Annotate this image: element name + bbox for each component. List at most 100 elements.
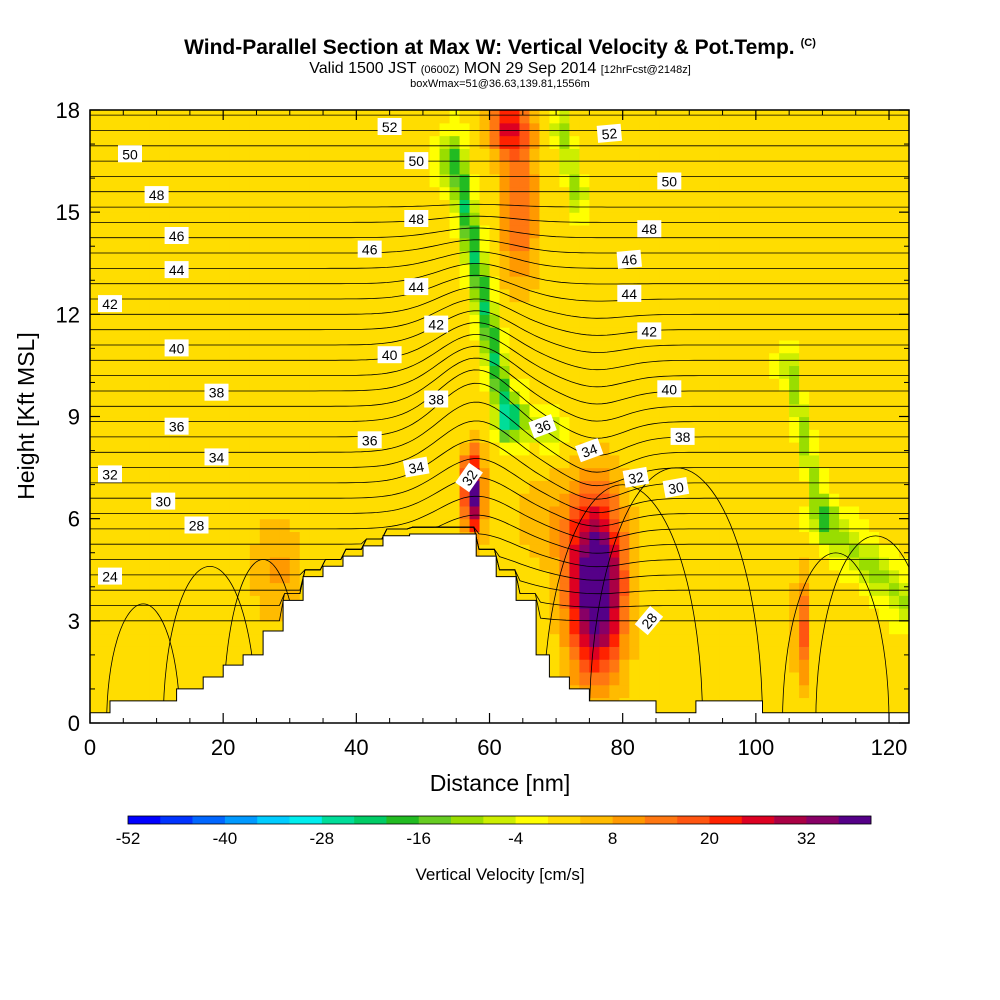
velocity-cell [549, 110, 561, 124]
velocity-cell [859, 148, 870, 162]
velocity-cell [789, 531, 800, 545]
velocity-cell [859, 569, 870, 584]
velocity-cell [289, 250, 301, 264]
velocity-cell [509, 186, 521, 200]
velocity-cell [569, 620, 580, 635]
velocity-cell [399, 250, 411, 264]
velocity-cell [729, 569, 740, 584]
velocity-cell [479, 365, 491, 379]
velocity-cell [519, 352, 531, 367]
velocity-cell [229, 429, 241, 443]
velocity-cell [139, 148, 151, 162]
velocity-cell [389, 505, 401, 520]
velocity-cell [899, 390, 909, 405]
velocity-cell [499, 276, 511, 290]
velocity-cell [749, 390, 760, 405]
velocity-cell [639, 390, 650, 405]
velocity-cell [159, 288, 171, 303]
velocity-cell [749, 633, 760, 647]
velocity-cell [159, 659, 171, 673]
velocity-cell [309, 352, 321, 367]
velocity-cell [509, 314, 521, 328]
velocity-cell [319, 544, 331, 558]
velocity-cell [829, 556, 840, 571]
velocity-cell [249, 442, 261, 456]
velocity-cell [99, 582, 111, 596]
velocity-cell [669, 212, 680, 226]
contour-label-text: 36 [533, 416, 553, 436]
velocity-cell [239, 480, 251, 494]
velocity-cell [109, 531, 121, 545]
velocity-cell [719, 161, 730, 175]
velocity-cell [169, 148, 181, 162]
velocity-cell [109, 212, 121, 226]
velocity-cell [549, 442, 561, 456]
velocity-cell [159, 646, 171, 660]
velocity-cell [789, 544, 800, 558]
velocity-cell [169, 212, 181, 226]
velocity-cell [289, 301, 301, 315]
velocity-cell [769, 454, 780, 469]
velocity-cell [229, 442, 241, 456]
velocity-cell [569, 122, 580, 137]
velocity-cell [489, 122, 501, 137]
contour-label: 52 [377, 118, 402, 135]
velocity-cell [589, 352, 600, 367]
velocity-cell [369, 212, 381, 226]
velocity-cell [689, 365, 700, 379]
velocity-cell [169, 633, 181, 647]
velocity-cell [599, 505, 610, 520]
isentrope-line [90, 382, 909, 456]
velocity-cell [689, 263, 700, 277]
velocity-cell [179, 531, 191, 545]
velocity-cell [749, 378, 760, 392]
velocity-cell [269, 339, 281, 354]
velocity-cell [829, 595, 840, 609]
velocity-cell [189, 633, 201, 647]
velocity-cell [819, 429, 830, 443]
velocity-cell [729, 556, 740, 571]
velocity-cell [459, 263, 471, 277]
velocity-cell [869, 365, 880, 379]
velocity-cell [169, 467, 181, 481]
velocity-cell [649, 301, 660, 315]
velocity-cell [589, 569, 600, 584]
velocity-cell [789, 518, 800, 533]
velocity-cell [479, 544, 491, 558]
velocity-cell [729, 301, 740, 315]
velocity-cell [359, 288, 371, 303]
velocity-cell [669, 148, 680, 162]
velocity-cell [199, 569, 211, 584]
velocity-cell [90, 352, 101, 367]
velocity-cell [99, 212, 111, 226]
velocity-cell [579, 659, 590, 673]
velocity-cell [779, 595, 790, 609]
velocity-cell [819, 148, 830, 162]
velocity-cell [109, 620, 121, 635]
velocity-cell [499, 301, 511, 315]
velocity-cell [449, 339, 461, 354]
velocity-cell [399, 301, 411, 315]
velocity-cell [199, 505, 211, 520]
velocity-cell [879, 327, 890, 341]
velocity-cell [679, 148, 690, 162]
velocity-cell [399, 416, 411, 430]
velocity-cell [699, 403, 710, 418]
velocity-cell [259, 173, 271, 188]
velocity-cell [779, 403, 790, 418]
velocity-cell [729, 378, 740, 392]
velocity-cell [869, 288, 880, 303]
velocity-cell [309, 263, 321, 277]
terrain-mask [89, 533, 910, 724]
velocity-cell [709, 403, 720, 418]
velocity-cell [90, 186, 101, 200]
velocity-cell [339, 467, 351, 481]
velocity-cell [569, 416, 580, 430]
velocity-cell [789, 429, 800, 443]
velocity-cell [479, 237, 491, 252]
velocity-cell [139, 544, 151, 558]
velocity-cell [139, 378, 151, 392]
velocity-cell [129, 544, 141, 558]
velocity-cell [90, 582, 101, 596]
velocity-cell [659, 135, 670, 149]
